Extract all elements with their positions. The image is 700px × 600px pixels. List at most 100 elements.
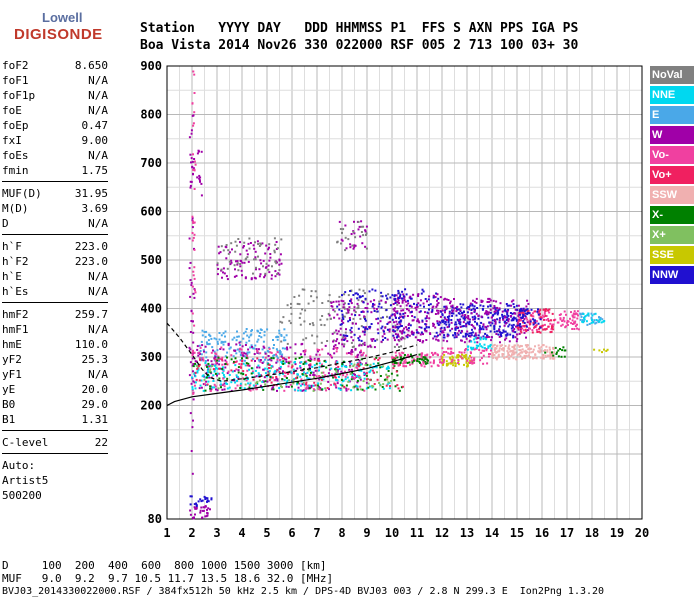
param-value: 8.650 xyxy=(74,59,108,72)
echo-point xyxy=(508,304,511,307)
echo-point xyxy=(446,316,449,318)
echo-point xyxy=(506,332,509,335)
echo-point xyxy=(281,353,284,356)
echo-point xyxy=(248,237,251,240)
x-tick-label: 11 xyxy=(410,526,424,540)
echo-point xyxy=(192,270,195,273)
echo-point xyxy=(307,302,310,305)
echo-point xyxy=(263,376,266,379)
echo-point xyxy=(480,301,483,303)
echo-point xyxy=(403,315,406,318)
echo-point xyxy=(384,301,387,304)
echo-point xyxy=(378,382,381,384)
echo-point xyxy=(573,316,576,319)
echo-point xyxy=(206,369,209,372)
echo-point xyxy=(311,365,314,368)
echo-point xyxy=(377,332,380,335)
echo-point xyxy=(562,316,565,319)
echo-point xyxy=(500,344,502,347)
echo-point xyxy=(389,320,392,323)
echo-point xyxy=(425,317,428,319)
param-row: fxI 9.00 xyxy=(2,133,108,148)
echo-point xyxy=(219,251,222,254)
echo-point xyxy=(408,361,411,364)
echo-point xyxy=(188,237,191,240)
echo-point xyxy=(532,348,535,351)
echo-point xyxy=(541,314,544,317)
echo-point xyxy=(506,304,509,307)
echo-point xyxy=(491,319,494,322)
echo-point xyxy=(225,361,228,364)
y-tick-label: 700 xyxy=(140,156,162,170)
echo-point xyxy=(520,319,523,322)
echo-point xyxy=(454,327,457,330)
echo-point xyxy=(192,70,195,73)
echo-point xyxy=(356,307,359,310)
echo-point xyxy=(254,250,257,253)
echo-point xyxy=(350,362,353,365)
echo-point xyxy=(404,312,407,315)
echo-point xyxy=(197,354,200,357)
echo-point xyxy=(529,320,532,323)
echo-point xyxy=(191,320,194,323)
echo-point xyxy=(401,332,404,335)
echo-point xyxy=(354,292,357,295)
echo-point xyxy=(489,324,492,327)
echo-point xyxy=(436,299,438,302)
echo-point xyxy=(287,361,290,364)
echo-point xyxy=(557,355,560,358)
echo-point xyxy=(233,378,236,381)
echo-point xyxy=(559,317,562,320)
echo-point xyxy=(351,371,354,374)
echo-point xyxy=(350,350,353,353)
echo-point xyxy=(346,335,349,337)
echo-point xyxy=(237,366,240,369)
echo-point xyxy=(401,290,404,293)
echo-point xyxy=(396,310,399,313)
echo-point xyxy=(535,357,538,360)
echo-point xyxy=(549,348,551,351)
echo-point xyxy=(195,505,198,507)
echo-point xyxy=(362,234,365,237)
echo-point xyxy=(203,331,206,333)
echo-point xyxy=(422,333,424,336)
echo-point xyxy=(354,373,356,376)
echo-point xyxy=(456,305,459,308)
echo-point xyxy=(520,308,523,311)
echo-point xyxy=(482,362,485,365)
echo-point xyxy=(217,358,220,361)
echo-point xyxy=(226,363,229,366)
echo-point xyxy=(494,347,497,349)
echo-point xyxy=(191,219,194,222)
param-key: hmF1 xyxy=(2,323,29,336)
echo-point xyxy=(418,360,421,363)
echo-point xyxy=(353,246,356,249)
echo-point xyxy=(336,240,339,243)
echo-point xyxy=(457,356,460,359)
echo-point xyxy=(543,318,545,321)
echo-point xyxy=(497,333,500,336)
echo-point xyxy=(547,325,550,328)
echo-point xyxy=(276,379,279,382)
echo-point xyxy=(501,354,504,357)
echo-point xyxy=(193,266,196,269)
param-value: N/A xyxy=(88,285,108,298)
echo-point xyxy=(482,323,485,326)
echo-point xyxy=(497,353,500,356)
echo-point xyxy=(424,323,427,326)
echo-point xyxy=(244,277,247,280)
echo-point xyxy=(390,372,393,375)
echo-point xyxy=(591,319,593,321)
echo-point xyxy=(360,344,363,347)
echo-point xyxy=(209,364,212,367)
echo-point xyxy=(284,339,287,342)
echo-point xyxy=(484,325,487,328)
echo-point xyxy=(208,333,211,336)
echo-point xyxy=(191,357,194,360)
echo-point xyxy=(318,362,321,365)
echo-point xyxy=(323,360,326,363)
echo-point xyxy=(190,320,193,322)
echo-point xyxy=(470,359,473,362)
echo-point xyxy=(458,308,460,311)
echo-point xyxy=(356,385,359,388)
